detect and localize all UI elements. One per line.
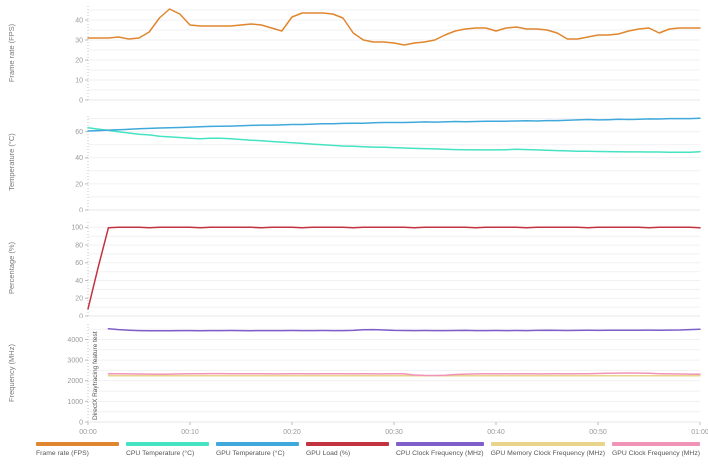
series-line-gpu-clock-frequency-mhz [107, 372, 701, 377]
legend-item-frame-rate[interactable]: Frame rate (FPS) [36, 442, 119, 464]
y-tick-label: 1000 [67, 399, 83, 406]
benchmark-annotation: DirectX Raytracing feature test [92, 331, 99, 420]
y-tick-label: 0 [79, 97, 83, 104]
y-axis-title-percentage: Percentage (%) [7, 241, 16, 294]
y-tick-label: 2000 [67, 378, 83, 385]
legend-item-gpu-clock[interactable]: GPU Clock Frequency (MHz) [612, 442, 700, 464]
legend-label: CPU Clock Frequency (MHz) [395, 450, 484, 457]
y-tick-label: 60 [75, 260, 83, 267]
y-tick-label: 80 [75, 243, 83, 250]
legend-color-bar [125, 442, 209, 446]
y-tick-label: 60 [75, 129, 83, 136]
chart-frequency-svg: 0 1000 2000 3000 4000 00:00 00:10 00:20 00:30 00:… [7, 324, 708, 436]
chart-percentage[interactable]: 0 20 40 60 80 100 Percentage (%) [0, 212, 708, 318]
series-line-gpu-load [87, 226, 701, 310]
y-tick-label: 0 [79, 419, 83, 426]
y-tick-label: 40 [75, 17, 83, 24]
y-tick-label: 20 [75, 181, 83, 188]
legend-color-bar [395, 442, 484, 446]
y-axis-title-frequency: Frequency (MHz) [7, 344, 16, 402]
legend-item-cpu-clock[interactable]: CPU Clock Frequency (MHz) [395, 442, 484, 464]
y-tick-label: 40 [75, 278, 83, 285]
chart-frame-rate-svg: 0 10 20 30 40 Frame rate (FPS) [7, 6, 701, 104]
x-tick-label: 00:10 [181, 429, 199, 436]
y-tick-label: 4000 [67, 337, 83, 344]
legend-item-cpu-temperature[interactable]: CPU Temperature (°C) [125, 442, 209, 464]
chart-temperature[interactable]: 0 20 40 60 Temperature (°C) [0, 106, 708, 212]
legend-label: GPU Load (%) [305, 450, 351, 457]
x-tick-label: 00:30 [385, 429, 403, 436]
series-line-cpu-temperature-c [87, 127, 701, 153]
legend-item-gpu-temperature[interactable]: GPU Temperature (°C) [215, 442, 299, 464]
x-tick-label: 01:00 [691, 429, 708, 436]
y-tick-label: 100 [71, 225, 83, 232]
legend-color-bar [36, 442, 119, 446]
chart-frame-rate[interactable]: 0 10 20 30 40 Frame rate (FPS) [0, 0, 708, 106]
series-line-cpu-clock-frequency-mhz [107, 327, 701, 332]
legend-color-bar [490, 442, 605, 446]
x-tick-label: 00:20 [283, 429, 301, 436]
legend-label: CPU Temperature (°C) [125, 450, 195, 457]
legend-label: GPU Memory Clock Frequency (MHz) [490, 450, 605, 457]
y-tick-label: 30 [75, 37, 83, 44]
series-line-frame-rate-fps [87, 8, 701, 46]
x-tick-label: 00:50 [589, 429, 607, 436]
legend-label: GPU Clock Frequency (MHz) [612, 450, 700, 457]
chart-frequency[interactable]: 0 1000 2000 3000 4000 00:00 00:10 00:20 00:30 00:… [0, 318, 708, 442]
x-tick-label: 00:00 [79, 429, 97, 436]
y-tick-label: 0 [79, 207, 83, 212]
series-line-gpu-temperature-c [87, 117, 701, 132]
y-tick-label: 3000 [67, 358, 83, 365]
legend-item-gpu-memory-clock[interactable]: GPU Memory Clock Frequency (MHz) [490, 442, 605, 464]
chart-legend: Frame rate (FPS) CPU Temperature (°C) GP… [0, 442, 708, 464]
y-tick-label: 20 [75, 57, 83, 64]
chart-temperature-svg: 0 20 40 60 Temperature (°C) [7, 116, 701, 212]
x-tick-label: 00:40 [487, 429, 505, 436]
y-axis-title-temperature: Temperature (°C) [7, 133, 16, 191]
y-tick-label: 40 [75, 155, 83, 162]
y-tick-label: 0 [79, 313, 83, 318]
legend-label: Frame rate (FPS) [36, 450, 89, 457]
y-tick-label: 10 [75, 77, 83, 84]
legend-color-bar [305, 442, 389, 446]
y-tick-label: 20 [75, 296, 83, 303]
y-axis-title-frame-rate: Frame rate (FPS) [7, 23, 16, 82]
legend-label: GPU Temperature (°C) [215, 450, 285, 457]
legend-color-bar [215, 442, 299, 446]
legend-item-gpu-load[interactable]: GPU Load (%) [305, 442, 389, 464]
legend-color-bar [612, 442, 700, 446]
chart-percentage-svg: 0 20 40 60 80 100 Percentage (%) [7, 222, 701, 318]
